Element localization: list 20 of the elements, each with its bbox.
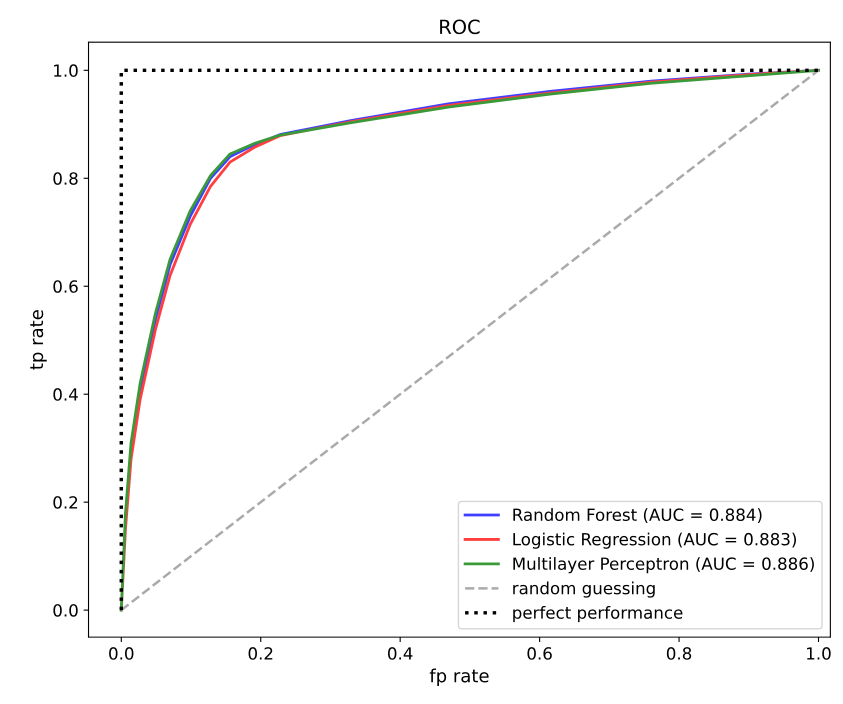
x-tick-label: 0.6 — [527, 647, 552, 660]
y-tick-label: 0.0 — [53, 604, 78, 617]
x-tick-label: 0.0 — [109, 647, 134, 660]
legend-label: random guessing — [513, 582, 655, 598]
y-tick-label: 1.0 — [54, 64, 78, 77]
y-tick-label: 0.6 — [53, 280, 78, 293]
x-tick-label: 0.2 — [248, 647, 272, 660]
y-tick-label: 0.2 — [53, 496, 78, 509]
x-axis-title: fp rate — [430, 668, 489, 686]
x-tick-label: 0.4 — [388, 647, 412, 660]
y-tick-label: 0.8 — [53, 172, 78, 185]
x-tick-label: 1.0 — [807, 647, 831, 660]
y-axis-title: tp rate — [30, 310, 47, 370]
legend-label: Multilayer Perceptron (AUC = 0.886) — [513, 557, 814, 574]
legend-label: Random Forest (AUC = 0.884) — [513, 508, 762, 523]
y-tick-label: 0.4 — [53, 388, 78, 401]
x-tick-label: 0.8 — [666, 647, 692, 660]
legend-label: perfect performance — [513, 606, 682, 622]
chart-title: ROC — [440, 19, 480, 34]
legend-label: Logistic Regression (AUC = 0.883) — [513, 532, 796, 549]
